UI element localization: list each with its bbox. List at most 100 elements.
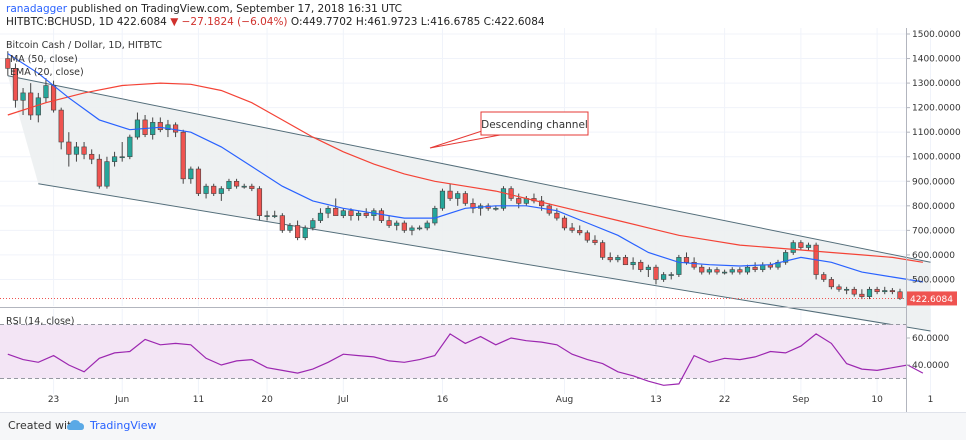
candle-body (836, 286, 842, 290)
candle-body (81, 146, 87, 155)
price-tick-label: 1300.0000 (912, 79, 961, 89)
candle-body (851, 288, 857, 295)
candle-body (249, 185, 255, 189)
candle-body (447, 190, 453, 199)
candle-body (432, 207, 438, 224)
legend-ema[interactable]: EMA (20, close) (10, 67, 84, 78)
candle-body (348, 210, 354, 216)
legend-rsi[interactable]: RSI (14, close) (6, 316, 74, 327)
candle-body (500, 188, 507, 209)
candle-body (638, 261, 644, 270)
rsi-axis[interactable]: 60.0000 40.0000 (906, 334, 949, 371)
time-tick-label: 22 (719, 395, 730, 405)
candle-body (866, 288, 873, 297)
price-tick-label: 1200.0000 (912, 104, 961, 114)
candle-body (111, 156, 118, 162)
candle-body (35, 97, 41, 116)
price-tick-label: 800.0000 (912, 202, 955, 212)
channel-upper-line (7, 75, 931, 263)
candle-body (584, 232, 590, 241)
time-tick-label: 20 (261, 395, 273, 405)
candle-body (462, 193, 468, 204)
legend-ma[interactable]: MA (50, close) (10, 54, 78, 65)
legend-title: Bitcoin Cash / Dollar, 1D, HITBTC (6, 40, 162, 51)
candle-body (417, 227, 423, 230)
candle-body (897, 291, 903, 299)
channel-lower-line (38, 183, 931, 332)
candle-body (790, 242, 796, 253)
candle-body (737, 269, 743, 273)
candle-body (157, 122, 163, 131)
candle-body (844, 288, 850, 291)
publish-info: ranadagger published on TradingView.com,… (6, 3, 402, 15)
time-axis[interactable]: 23 Jun 11 20 Jul 16 Aug 13 22 Sep 10 1 (48, 395, 934, 405)
candle-body (211, 185, 217, 194)
candle-body (783, 252, 789, 263)
price-tick-label: 1100.0000 (912, 128, 961, 138)
candle-body (600, 242, 606, 258)
tradingview-brand[interactable]: TradingView (90, 419, 157, 432)
candle-body (493, 207, 499, 210)
candle-body (722, 271, 728, 274)
candle-body (188, 168, 194, 180)
candle-body (226, 180, 232, 189)
callout-box[interactable] (480, 111, 589, 136)
price-tick-label: 700.0000 (912, 226, 955, 236)
rsi-tick-label: 40.0000 (912, 361, 949, 371)
candle-body (378, 210, 385, 221)
candle-body (874, 288, 880, 293)
candle-body (241, 185, 247, 188)
candle-body (394, 222, 400, 226)
ma50-line (7, 82, 923, 263)
candle-body (577, 230, 583, 234)
price-tick-label: 1000.0000 (912, 153, 961, 163)
candle-body (310, 220, 316, 229)
candle-body (744, 266, 751, 273)
candle-body (363, 212, 369, 216)
candle-body (615, 257, 621, 261)
time-tick-label: 1 (928, 395, 934, 405)
candle-body (333, 207, 339, 216)
candle-body (729, 269, 735, 273)
time-tick-label: Jul (337, 395, 349, 405)
candle-body (325, 207, 331, 214)
candle-body (172, 124, 179, 133)
candle-body (142, 119, 148, 135)
candle-body (439, 190, 446, 209)
legend: Bitcoin Cash / Dollar, 1D, HITBTC MA (50… (6, 40, 162, 327)
candle-body (668, 274, 674, 276)
rsi-tick-label: 60.0000 (912, 334, 949, 344)
candle-body (714, 269, 720, 273)
price-tick-label: 1500.0000 (912, 30, 961, 40)
candle-body (424, 222, 430, 229)
price-axis[interactable]: 1500.0000 1400.0000 1300.0000 1200.0000 1100… (906, 30, 961, 285)
indicator-lines (7, 53, 923, 283)
time-tick-label: Jun (114, 395, 129, 405)
candle-body (5, 58, 11, 69)
rsi-indicator (0, 324, 924, 386)
candle-body (630, 261, 636, 266)
last-price-marker: 422.6084 (0, 291, 957, 306)
candle-body (355, 212, 362, 216)
candle-body (645, 266, 651, 270)
candle-body (607, 257, 613, 261)
callout[interactable]: Descending channel (429, 111, 589, 149)
candle-body (58, 109, 64, 143)
ohlc-values: O:449.7702 H:461.9723 L:416.6785 C:422.6… (290, 16, 545, 28)
candle-body (218, 188, 224, 194)
callout-text: Descending channel (481, 119, 588, 131)
candle-body (508, 188, 514, 199)
candle-body (340, 210, 346, 216)
candle-body (66, 141, 72, 155)
candle-body (127, 136, 133, 158)
candle-body (401, 222, 407, 231)
candle-body (699, 266, 705, 273)
time-tick-label: Aug (556, 395, 574, 405)
candle-body (203, 185, 209, 194)
candle-body (50, 85, 57, 111)
author-link[interactable]: ranadagger (6, 3, 68, 15)
candle-body (256, 188, 263, 216)
chart-area[interactable]: 1500.00001400.00001300.00001200.00001100… (0, 28, 966, 412)
candle-body (28, 92, 34, 116)
candle-body (622, 257, 629, 266)
